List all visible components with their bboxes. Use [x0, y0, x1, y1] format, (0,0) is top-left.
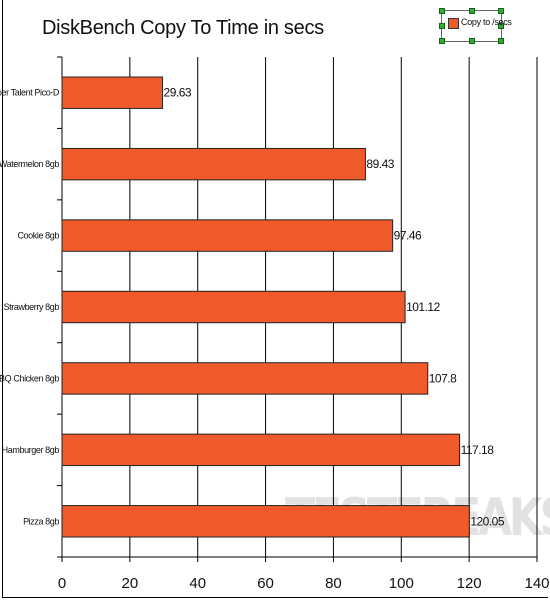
bar-6 [61, 433, 461, 467]
value-label-1: 29.63 [164, 86, 192, 100]
legend-handle-mid-right[interactable] [498, 23, 504, 29]
legend[interactable]: Copy to /secs [439, 8, 512, 44]
x-tick-label-20: 20 [122, 575, 139, 592]
legend-handle-bottom-left[interactable] [439, 38, 445, 44]
bar-5 [61, 362, 429, 395]
bar-3 [61, 219, 394, 252]
value-label-2: 89.43 [366, 157, 394, 171]
legend-label: Copy to /secs [461, 17, 512, 27]
category-label-3: Cookie 8gb [17, 231, 59, 241]
legend-swatch [448, 18, 459, 29]
category-label-6: Hamburger 8gb [2, 445, 60, 455]
value-label-5: 107.8 [429, 371, 457, 385]
x-tick-label-120: 120 [457, 575, 482, 592]
frame-left-border [2, 0, 3, 598]
category-label-5: BBQ Chicken 8gb [0, 373, 59, 383]
category-label-1: Super Talent Pico-D [0, 88, 60, 98]
category-label-7: Pizza 8gb [23, 516, 59, 526]
legend-handle-top-left[interactable] [439, 8, 445, 14]
x-tick-label-100: 100 [389, 575, 414, 592]
category-label-4: Strawberry 8gb [4, 302, 60, 312]
value-label-6: 117.18 [461, 443, 495, 457]
bar-1 [61, 76, 164, 109]
x-tick-label-80: 80 [325, 575, 342, 592]
legend-handle-top-mid[interactable] [469, 8, 475, 14]
x-tick-label-140: 140 [524, 575, 549, 592]
legend-handle-bottom-mid[interactable] [469, 38, 475, 44]
value-label-7: 120.05 [470, 514, 505, 528]
bar-7 [61, 505, 470, 538]
value-label-4: 101.12 [406, 300, 441, 314]
legend-handle-mid-left[interactable] [439, 23, 445, 29]
frame-bottom-border [2, 597, 548, 598]
x-tick-label-0: 0 [58, 575, 66, 592]
category-label-2: Watermelon 8gb [0, 159, 59, 169]
legend-handle-bottom-right[interactable] [498, 38, 504, 44]
x-tick-label-60: 60 [257, 575, 274, 592]
x-tick-label-40: 40 [189, 575, 206, 592]
value-label-3: 97.46 [394, 229, 422, 243]
bar-2 [61, 147, 366, 181]
legend-handle-top-right[interactable] [498, 8, 504, 14]
chart-title: DiskBench Copy To Time in secs [42, 17, 324, 39]
bar-4 [61, 290, 406, 324]
